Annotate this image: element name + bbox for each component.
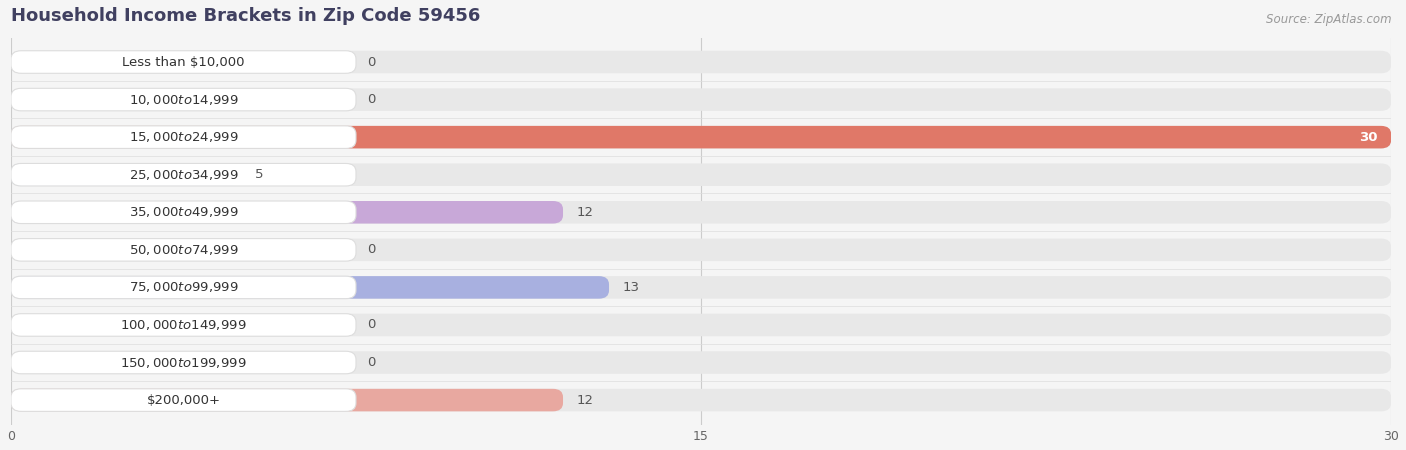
Text: $10,000 to $14,999: $10,000 to $14,999 [128,93,238,107]
FancyBboxPatch shape [11,389,562,411]
FancyBboxPatch shape [11,276,1391,299]
Text: 30: 30 [1358,130,1378,144]
FancyBboxPatch shape [11,126,356,148]
FancyBboxPatch shape [11,163,1391,186]
FancyBboxPatch shape [11,201,356,224]
Text: Less than $10,000: Less than $10,000 [122,55,245,68]
Text: Source: ZipAtlas.com: Source: ZipAtlas.com [1267,14,1392,27]
FancyBboxPatch shape [11,163,240,186]
Text: $35,000 to $49,999: $35,000 to $49,999 [128,205,238,219]
Text: Household Income Brackets in Zip Code 59456: Household Income Brackets in Zip Code 59… [11,7,481,25]
Text: 0: 0 [367,55,375,68]
FancyBboxPatch shape [11,88,356,111]
FancyBboxPatch shape [11,314,1391,336]
FancyBboxPatch shape [11,201,1391,224]
Text: 0: 0 [367,319,375,332]
Text: $150,000 to $199,999: $150,000 to $199,999 [120,356,246,369]
FancyBboxPatch shape [11,88,1391,111]
Text: $25,000 to $34,999: $25,000 to $34,999 [128,168,238,182]
Text: $200,000+: $200,000+ [146,394,221,407]
FancyBboxPatch shape [11,126,1391,148]
FancyBboxPatch shape [11,51,1391,73]
FancyBboxPatch shape [11,276,356,299]
FancyBboxPatch shape [11,351,356,374]
FancyBboxPatch shape [11,351,1391,374]
Text: 5: 5 [254,168,263,181]
Text: 12: 12 [576,206,593,219]
Text: 13: 13 [623,281,640,294]
FancyBboxPatch shape [11,126,1391,148]
Text: 12: 12 [576,394,593,407]
Text: 0: 0 [367,93,375,106]
Text: 0: 0 [367,356,375,369]
Text: $100,000 to $149,999: $100,000 to $149,999 [120,318,246,332]
Text: $50,000 to $74,999: $50,000 to $74,999 [128,243,238,257]
FancyBboxPatch shape [11,163,356,186]
FancyBboxPatch shape [11,201,562,224]
FancyBboxPatch shape [11,238,1391,261]
Text: 0: 0 [367,243,375,256]
FancyBboxPatch shape [11,238,356,261]
FancyBboxPatch shape [11,389,1391,411]
FancyBboxPatch shape [11,51,356,73]
FancyBboxPatch shape [11,314,356,336]
FancyBboxPatch shape [11,389,356,411]
Text: $15,000 to $24,999: $15,000 to $24,999 [128,130,238,144]
Text: $75,000 to $99,999: $75,000 to $99,999 [128,280,238,294]
FancyBboxPatch shape [11,276,609,299]
